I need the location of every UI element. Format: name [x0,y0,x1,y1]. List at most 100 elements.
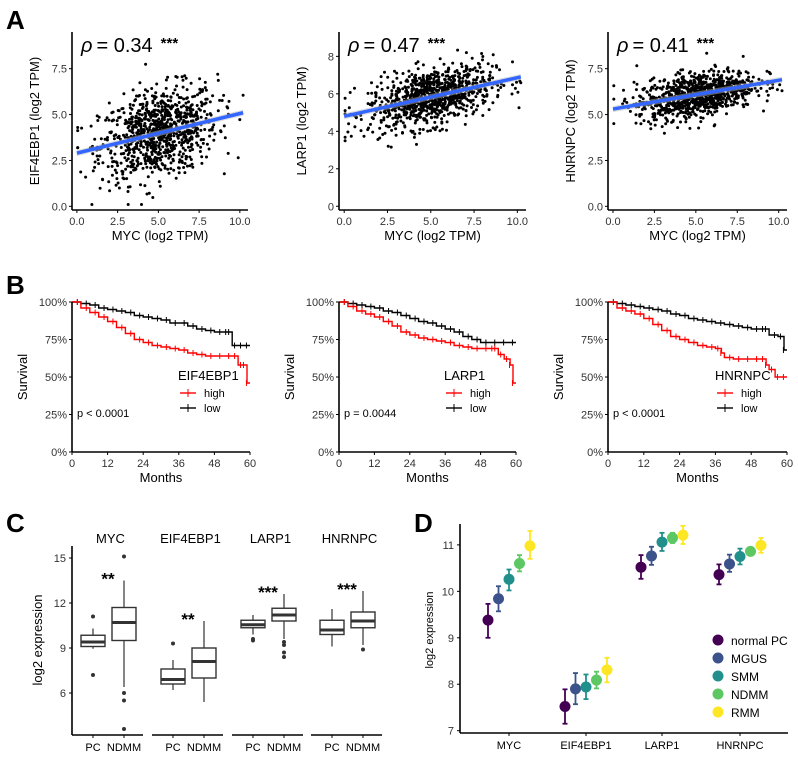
scatter-point [454,102,458,106]
legend-label-high: high [470,388,491,400]
scatter-point [675,106,679,110]
scatter-point [181,121,185,124]
scatter-point [706,112,710,116]
scatter-point [443,83,447,87]
scatter-point [200,90,204,93]
scatter-point [170,123,174,127]
legend-label: NDMM [731,688,768,702]
scatter-point [435,85,439,89]
scatter-point [165,120,169,124]
x-tick-label: 36 [173,458,185,470]
scatter-point [642,119,646,123]
scatter-point [168,153,171,157]
scatter-point [394,89,398,93]
y-tick-label: 50% [45,372,67,384]
scatter-point [496,88,500,92]
scatter-point [156,101,160,105]
scatter-point [643,107,647,111]
scatter-point [458,99,462,103]
scatter-point [132,155,136,159]
scatter-point [397,97,401,101]
scatter-point [135,122,139,126]
survival-curve-high [72,301,250,384]
scatter-point [387,109,390,113]
scatter-point [136,130,140,134]
legend-title: HNRNPC [715,368,771,383]
scatter-point [425,109,429,113]
scatter-point [488,74,492,78]
scatter-point [657,95,661,99]
scatter-point [154,160,158,164]
scatter-point [222,93,226,97]
scatter-point [432,77,436,81]
scatter-point [435,125,439,129]
scatter-point [143,184,147,188]
scatter-point [712,69,716,73]
scatter-point [722,70,726,73]
scatter-point [404,86,408,90]
scatter-point [171,91,175,95]
scatter-point [145,127,149,131]
regression-line [343,75,522,119]
scatter-point [183,162,187,165]
scatter-point [516,90,520,94]
scatter-point [425,75,429,79]
scatter-point [120,107,124,111]
scatter-point [163,113,167,117]
scatter-point [445,80,449,84]
scatter-point [457,79,461,83]
scatter-point [502,84,506,87]
scatter-point [181,132,185,136]
scatter-point [640,108,644,111]
scatter-point [740,80,744,84]
scatter-point [441,87,445,91]
scatter-point [751,75,755,79]
scatter-point [117,134,121,138]
scatter-point [171,157,175,161]
x-tick-label: 10.0 [229,216,250,228]
scatter-point [405,111,409,115]
scatter-point [177,166,181,170]
scatter-point [196,93,199,97]
scatter-point [694,113,698,117]
scatter-point [150,139,154,143]
scatter-point [395,76,399,80]
scatter-point [461,76,465,80]
scatter-point [144,108,148,112]
scatter-point [409,111,413,115]
scatter-point [93,160,97,164]
scatter-point [203,109,206,113]
x-tick-label: 10.0 [768,216,789,228]
scatter-point [490,64,494,68]
scatter-point [686,80,690,84]
scatter-point [450,96,454,100]
legend-label-low: low [204,403,221,415]
correlation-annotation: ρ = 0.47 *** [347,35,445,57]
scatter-point [175,75,179,79]
scatter-point [161,145,165,149]
scatter-point [389,96,393,100]
scatter-point [147,191,151,195]
y-tick-label: 9 [60,643,66,655]
scatter-point [444,70,448,74]
scatter-point [390,89,394,93]
scatter-point [402,110,406,114]
scatter-point [112,160,116,163]
scatter-point [159,102,163,105]
scatter-point [145,192,149,196]
scatter-point [441,73,444,77]
y-tick-label: 75% [312,335,334,347]
scatter-point [148,143,151,147]
scatter-point [471,81,475,85]
scatter-point [480,52,484,55]
legend-label: MGUS [731,652,767,666]
scatter-point [391,116,395,120]
correlation-annotation: ρ = 0.41 *** [616,35,714,57]
scatter-point [76,129,80,133]
scatter-point [445,120,449,124]
scatter-point [425,113,429,117]
scatter-point [168,143,172,147]
scatter-point [165,139,169,143]
scatter-point [114,160,118,164]
scatter-point [135,144,139,148]
